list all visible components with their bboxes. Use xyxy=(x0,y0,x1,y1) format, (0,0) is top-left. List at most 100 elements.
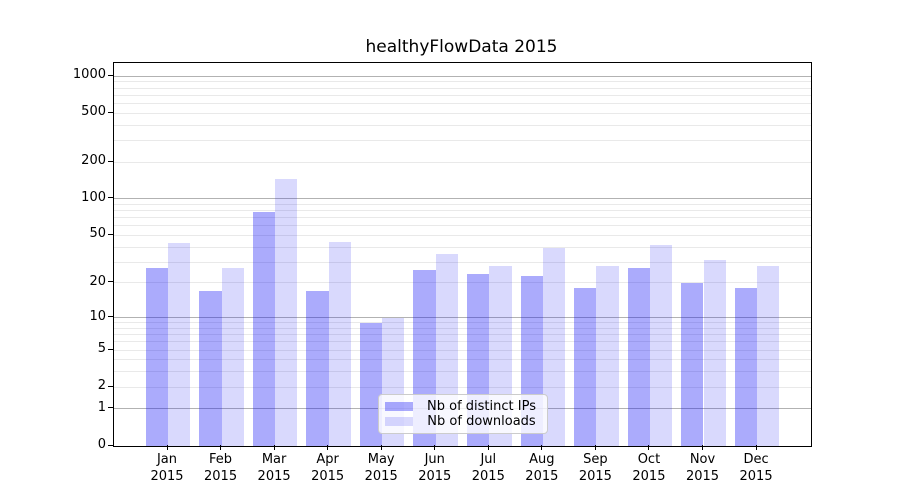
gridline-minor xyxy=(114,124,811,126)
y-tick-label: 50 xyxy=(89,226,106,242)
x-tick-mark xyxy=(594,445,596,450)
gridline-minor xyxy=(114,246,811,248)
y-tick-mark xyxy=(108,385,113,387)
bar-downloads-feb xyxy=(221,267,244,446)
x-tick-label: Nov 2015 xyxy=(685,452,720,484)
bar-ips-sep xyxy=(574,288,597,446)
y-tick-mark xyxy=(108,407,113,409)
bar-downloads-oct xyxy=(649,244,673,446)
y-tick-label: 5 xyxy=(97,341,106,357)
legend-swatch-ips-icon xyxy=(384,401,413,411)
gridline-minor xyxy=(114,282,811,284)
gridline-minor xyxy=(114,102,811,104)
y-tick-mark xyxy=(108,281,113,283)
plot-area: Nb of distinct IPs Nb of downloads xyxy=(113,62,812,447)
y-tick-label: 1000 xyxy=(72,67,106,83)
gridline-minor xyxy=(114,234,811,236)
bar-downloads-mar xyxy=(275,179,298,446)
y-tick-label: 500 xyxy=(81,104,106,120)
y-tick-mark xyxy=(108,74,113,76)
gridline-minor xyxy=(114,334,811,336)
x-tick-mark xyxy=(434,445,436,450)
legend-item-downloads: Nb of downloads xyxy=(384,414,539,430)
bar-ips-dec xyxy=(734,288,758,446)
gridline-minor xyxy=(114,327,811,329)
gridline-major xyxy=(114,198,811,200)
y-tick-mark xyxy=(108,111,113,113)
gridline-minor xyxy=(114,161,811,163)
y-tick-mark xyxy=(108,316,113,318)
y-tick-label: 0 xyxy=(97,437,106,452)
gridline-minor xyxy=(114,210,811,212)
bar-downloads-jan xyxy=(168,243,191,446)
x-tick-label: Dec 2015 xyxy=(739,452,773,484)
gridline-minor xyxy=(114,112,811,114)
gridline-minor xyxy=(114,322,811,324)
gridline-major xyxy=(114,317,811,319)
bar-ips-oct xyxy=(627,267,650,446)
y-tick-label: 200 xyxy=(81,153,106,169)
legend-item-distinct-ips: Nb of distinct IPs xyxy=(384,398,539,414)
gridline-minor xyxy=(114,81,811,83)
x-tick-label: Oct 2015 xyxy=(632,452,666,484)
gridline-minor xyxy=(114,386,811,388)
x-tick-label: Sep 2015 xyxy=(578,452,612,484)
chart-title: healthyFlowData 2015 xyxy=(365,37,558,57)
x-tick-mark xyxy=(166,445,168,450)
gridline-minor xyxy=(114,359,811,361)
y-tick-mark xyxy=(108,444,113,446)
bars-layer xyxy=(114,63,811,446)
gridline-minor xyxy=(114,261,811,263)
x-tick-label: Aug 2015 xyxy=(525,452,559,484)
gridline-major xyxy=(114,75,811,77)
y-tick-mark xyxy=(108,160,113,162)
bar-ips-may xyxy=(359,322,383,446)
x-tick-mark xyxy=(380,445,382,450)
x-tick-mark xyxy=(755,445,757,450)
x-tick-mark xyxy=(648,445,650,450)
x-tick-label: Jul 2015 xyxy=(471,452,505,484)
bar-ips-jan xyxy=(145,267,168,446)
x-tick-label: Feb 2015 xyxy=(204,452,238,484)
x-tick-label: May 2015 xyxy=(364,452,398,484)
bar-ips-nov xyxy=(681,283,704,446)
x-tick-mark xyxy=(273,445,275,450)
gridline-minor xyxy=(114,217,811,219)
legend-label-distinct-ips: Nb of distinct IPs xyxy=(427,398,536,414)
y-tick-label: 2 xyxy=(97,378,106,394)
x-tick-label: Jun 2015 xyxy=(418,452,452,484)
legend-swatch-downloads-icon xyxy=(384,417,413,427)
bar-ips-feb xyxy=(199,291,222,446)
x-tick-label: Apr 2015 xyxy=(311,452,345,484)
legend: Nb of distinct IPs Nb of downloads xyxy=(377,394,548,434)
gridline-minor xyxy=(114,203,811,205)
x-tick-mark xyxy=(220,445,222,450)
x-tick-mark xyxy=(327,445,329,450)
x-tick-label: Jan 2015 xyxy=(150,452,184,484)
y-tick-label: 20 xyxy=(89,273,106,289)
y-tick-mark xyxy=(108,197,113,199)
legend-label-downloads: Nb of downloads xyxy=(427,414,536,430)
gridline-minor xyxy=(114,341,811,343)
x-tick-mark xyxy=(541,445,543,450)
gridline-minor xyxy=(114,94,811,96)
y-tick-mark xyxy=(108,233,113,235)
bar-downloads-aug xyxy=(542,248,566,446)
x-tick-mark xyxy=(702,445,703,450)
bar-ips-mar xyxy=(252,212,276,446)
x-tick-mark xyxy=(487,445,489,450)
bar-downloads-dec xyxy=(757,265,780,446)
gridline-minor xyxy=(114,225,811,227)
bar-downloads-sep xyxy=(596,265,619,446)
gridline-minor xyxy=(114,349,811,351)
y-tick-label: 1 xyxy=(97,399,106,415)
gridlines-layer xyxy=(114,63,811,446)
y-tick-mark xyxy=(108,348,113,350)
gridline-minor xyxy=(114,139,811,141)
bar-ips-apr xyxy=(306,291,329,446)
bar-downloads-nov xyxy=(703,260,726,446)
bar-downloads-apr xyxy=(328,242,351,446)
gridline-minor xyxy=(114,87,811,89)
gridline-minor xyxy=(114,371,811,373)
